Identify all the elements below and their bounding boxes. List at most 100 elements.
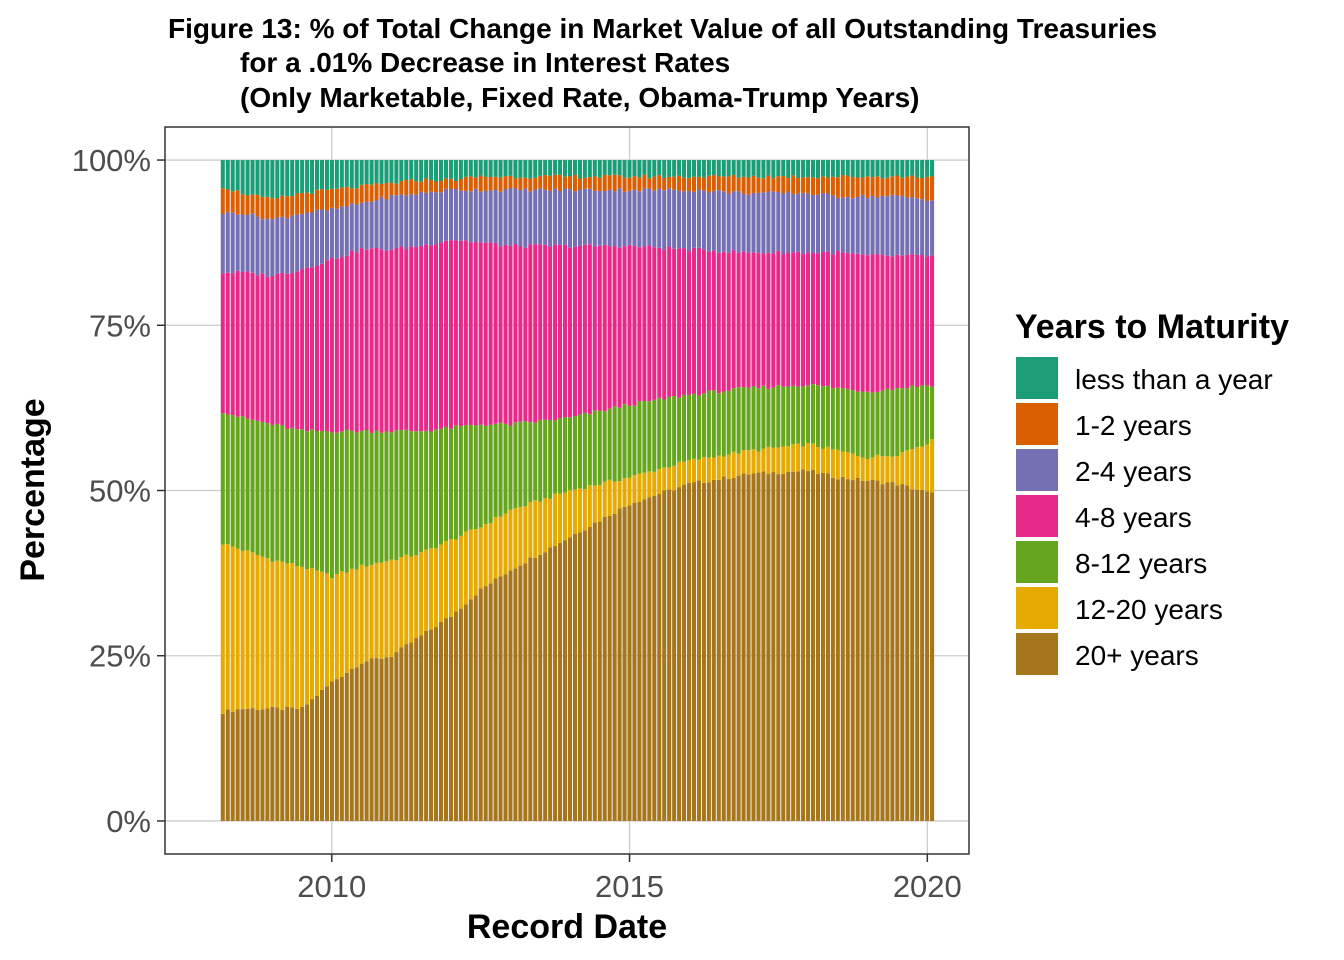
bar-segment <box>419 635 424 821</box>
bar-segment <box>493 189 498 244</box>
bar-segment <box>870 392 875 458</box>
bar-segment <box>354 160 359 189</box>
bar-segment <box>384 561 389 658</box>
bar-segment <box>290 195 295 216</box>
bar-segment <box>379 562 384 659</box>
bar-segment <box>895 195 900 255</box>
bar-segment <box>637 160 642 178</box>
bar-segment <box>771 191 776 254</box>
bar-segment <box>314 570 320 696</box>
bar-segment <box>300 213 305 270</box>
bar-segment <box>577 532 582 821</box>
bar-segment <box>860 177 865 195</box>
bar-segment <box>771 253 776 388</box>
bar-segment <box>756 472 761 821</box>
bar-segment <box>691 247 697 394</box>
bar-segment <box>796 193 801 252</box>
y-axis-title: Percentage <box>14 398 52 581</box>
bar-segment <box>682 394 687 462</box>
bar-segment <box>880 160 885 179</box>
bar-stack <box>562 160 568 821</box>
bar-segment <box>637 247 642 402</box>
bar-segment <box>647 471 652 498</box>
bar-segment <box>225 189 230 212</box>
bar-segment <box>632 475 637 503</box>
bar-segment <box>622 478 627 507</box>
bar-segment <box>290 427 295 563</box>
bar-segment <box>324 686 329 821</box>
bar-segment <box>305 431 310 570</box>
bar-segment <box>235 548 240 710</box>
bar-segment <box>508 188 513 246</box>
bar-stack <box>295 160 300 821</box>
bar-segment <box>930 200 935 256</box>
bar-segment <box>612 246 617 407</box>
bar-segment <box>662 490 667 821</box>
bar-stack <box>776 160 781 821</box>
bar-segment <box>414 638 419 821</box>
bar-segment <box>359 564 364 664</box>
bar-segment <box>741 450 746 474</box>
bar-segment <box>652 399 657 472</box>
bar-segment <box>597 410 602 485</box>
bar-stack <box>230 160 235 821</box>
bar-segment <box>801 469 806 821</box>
bar-segment <box>622 177 627 192</box>
bar-segment <box>513 422 518 509</box>
bar-segment <box>900 452 905 485</box>
bar-segment <box>389 559 394 657</box>
bar-stack <box>528 160 533 821</box>
bar-segment <box>592 485 597 523</box>
bar-segment <box>865 459 870 481</box>
bar-segment <box>756 451 761 473</box>
bar-segment <box>796 386 801 444</box>
bar-segment <box>582 177 587 189</box>
bar-segment <box>696 160 701 177</box>
bar-segment <box>776 250 781 386</box>
bar-stack <box>438 160 444 821</box>
bar-segment <box>488 242 493 425</box>
bar-segment <box>736 191 741 253</box>
bar-segment <box>384 431 389 562</box>
bar-segment <box>334 208 339 259</box>
bar-segment <box>801 386 806 447</box>
bar-segment <box>686 394 692 461</box>
bar-segment <box>880 178 885 196</box>
bar-segment <box>513 160 518 179</box>
bar-segment <box>627 244 632 406</box>
bar-segment <box>334 432 339 575</box>
bar-segment <box>796 251 801 387</box>
bar-segment <box>736 160 741 178</box>
bar-segment <box>612 174 617 192</box>
bar-segment <box>319 430 325 572</box>
bar-segment <box>741 473 746 821</box>
bar-segment <box>905 160 910 177</box>
bar-segment <box>270 219 275 277</box>
bar-segment <box>925 201 930 257</box>
bar-segment <box>543 175 548 190</box>
bar-stack <box>369 160 374 821</box>
bar-segment <box>270 160 275 199</box>
bar-segment <box>463 190 468 241</box>
bar-segment <box>339 431 344 572</box>
bar-segment <box>612 481 617 514</box>
bar-segment <box>374 562 379 659</box>
bar-segment <box>622 246 627 405</box>
bar-segment <box>771 447 776 473</box>
bar-segment <box>637 191 642 248</box>
bar-segment <box>483 425 488 525</box>
bar-stack <box>404 160 409 821</box>
bar-stack <box>885 160 890 821</box>
bar-segment <box>567 189 573 248</box>
bar-segment <box>533 422 538 501</box>
bar-segment <box>483 190 488 243</box>
bar-stack <box>359 160 364 821</box>
y-axis: 0% 25% 50% 75% 100% <box>72 143 165 839</box>
bar-stack <box>329 160 334 821</box>
legend-item: 2-4 years <box>1016 449 1192 491</box>
bar-segment <box>706 390 711 458</box>
legend-label: 4-8 years <box>1075 502 1192 533</box>
bar-segment <box>890 482 895 821</box>
bar-segment <box>453 425 458 540</box>
bar-segment <box>339 571 344 677</box>
